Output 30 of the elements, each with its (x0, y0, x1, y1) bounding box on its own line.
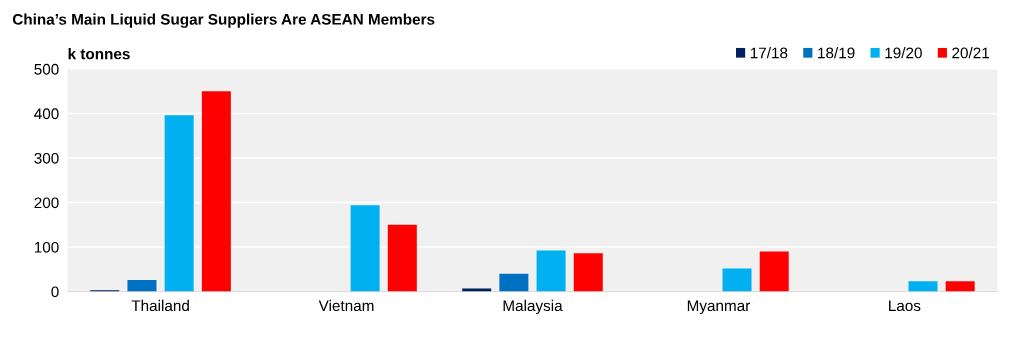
bar (350, 205, 380, 292)
x-tick-label: Laos (889, 300, 921, 312)
bar (499, 273, 529, 292)
x-tick-label: Vietnam (318, 299, 374, 312)
y-tick-label: 400 (34, 108, 59, 120)
x-tick-label: Myanmar (687, 300, 751, 315)
y-tick-label: 100 (34, 241, 59, 253)
bar (759, 251, 789, 292)
y-tick-label: 300 (34, 152, 59, 164)
bar (536, 250, 566, 292)
bar (573, 253, 603, 292)
bar (127, 279, 157, 292)
bar (164, 115, 194, 292)
y-tick-label: 200 (34, 197, 59, 209)
legend-label: 18/19 (818, 47, 855, 59)
y-axis-title: k tonnes (68, 48, 130, 60)
legend-label: 17/18 (750, 47, 788, 59)
bar (201, 91, 231, 292)
legend-label: 19/20 (885, 47, 922, 59)
bar (387, 224, 417, 292)
bar (945, 281, 975, 292)
x-tick-label: Malaysia (503, 299, 563, 315)
x-tick-label: Thailand (131, 299, 189, 312)
y-tick-label: 0 (51, 286, 59, 298)
y-tick-label: 500 (34, 63, 59, 75)
bar (722, 268, 752, 292)
bar (462, 288, 492, 292)
legend-label: 20/21 (952, 47, 989, 59)
bar (908, 281, 938, 292)
chart-title: China’s Main Liquid Sugar Suppliers Are ASEAN Members (12, 13, 435, 28)
